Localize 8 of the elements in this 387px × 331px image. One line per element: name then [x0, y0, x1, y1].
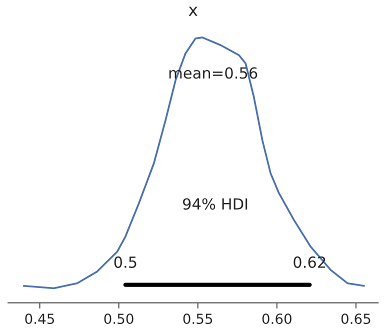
x-tick-label: 0.60: [262, 314, 292, 324]
chart-title: x: [188, 6, 198, 16]
x-tick-label: 0.45: [25, 314, 54, 324]
x-tick-label: 0.50: [104, 314, 134, 324]
x-tick-label: 0.55: [183, 314, 212, 324]
annotation: 94% HDI: [182, 198, 248, 210]
x-tick-label: 0.65: [341, 314, 370, 324]
annotation: 0.5: [114, 256, 136, 268]
